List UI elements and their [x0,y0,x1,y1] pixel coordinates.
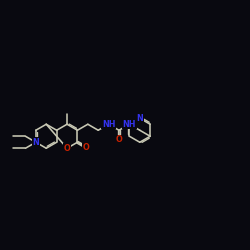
Text: NH: NH [102,120,115,129]
Text: O: O [83,143,90,152]
Text: O: O [64,144,70,153]
Text: N: N [136,114,143,123]
Text: N: N [32,138,39,147]
Text: O: O [116,135,122,144]
Text: NH: NH [123,120,136,129]
